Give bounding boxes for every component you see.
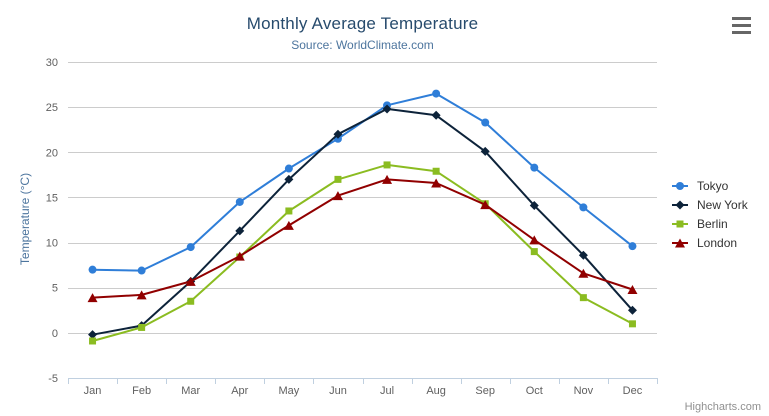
data-point-tokyo[interactable] xyxy=(481,118,490,127)
x-axis-label: Feb xyxy=(132,385,151,397)
data-point-berlin[interactable] xyxy=(530,248,538,256)
data-point-tokyo[interactable] xyxy=(88,265,97,274)
y-axis-label: 5 xyxy=(52,283,58,295)
square-legend-marker-icon xyxy=(672,220,688,227)
y-axis-label: -5 xyxy=(48,373,58,385)
chart-subtitle: Source: WorldClimate.com xyxy=(291,38,434,52)
data-point-tokyo[interactable] xyxy=(186,243,195,252)
data-point-berlin[interactable] xyxy=(138,323,146,331)
data-point-berlin[interactable] xyxy=(579,294,587,302)
data-point-berlin[interactable] xyxy=(628,320,636,328)
y-axis-label: 30 xyxy=(46,57,58,69)
data-point-tokyo[interactable] xyxy=(579,203,588,212)
data-point-london[interactable] xyxy=(578,268,589,278)
data-point-berlin[interactable] xyxy=(285,207,293,215)
legend-item-label: Berlin xyxy=(697,216,728,231)
x-axis-label: Apr xyxy=(231,385,248,397)
legend-item-label: Tokyo xyxy=(697,178,729,193)
data-point-london[interactable] xyxy=(480,200,491,210)
data-point-london[interactable] xyxy=(234,251,245,261)
y-axis-label: 0 xyxy=(52,328,58,340)
legend-item-berlin[interactable]: Berlin xyxy=(672,214,748,233)
hamburger-icon xyxy=(732,23,751,27)
x-axis-label: Jun xyxy=(329,385,347,397)
data-point-london[interactable] xyxy=(529,235,540,245)
y-axis-title: Temperature (°C) xyxy=(18,172,32,266)
x-axis-label: Jul xyxy=(380,385,394,397)
x-axis-label: Jan xyxy=(84,385,102,397)
legend-item-london[interactable]: London xyxy=(672,233,748,252)
data-point-new-york[interactable] xyxy=(627,305,637,315)
x-axis-label: Mar xyxy=(181,385,200,397)
data-point-berlin[interactable] xyxy=(334,175,342,183)
y-axis-label: 15 xyxy=(46,192,58,204)
data-point-new-york[interactable] xyxy=(431,110,441,120)
chart-title: Monthly Average Temperature xyxy=(246,14,479,33)
data-point-london[interactable] xyxy=(332,191,343,201)
series-london[interactable] xyxy=(87,174,638,303)
data-point-tokyo[interactable] xyxy=(628,242,637,251)
legend-item-tokyo[interactable]: Tokyo xyxy=(672,176,748,195)
legend-item-label: London xyxy=(697,235,738,250)
data-point-london[interactable] xyxy=(382,174,393,184)
credits-link[interactable]: Highcharts.com xyxy=(684,401,761,413)
x-axis xyxy=(68,378,658,384)
legend-item-label: New York xyxy=(697,197,748,212)
data-point-new-york[interactable] xyxy=(88,330,98,340)
data-point-new-york[interactable] xyxy=(235,226,245,236)
y-axis-label: 20 xyxy=(46,147,58,159)
data-point-new-york[interactable] xyxy=(284,174,294,184)
y-axis-labels: -5 0 5 10 15 20 25 30 xyxy=(46,57,58,385)
y-gridlines xyxy=(68,62,657,379)
data-point-berlin[interactable] xyxy=(187,297,195,305)
data-point-tokyo[interactable] xyxy=(284,164,293,173)
data-point-berlin[interactable] xyxy=(432,167,440,175)
data-point-berlin[interactable] xyxy=(89,337,97,345)
data-point-berlin[interactable] xyxy=(383,161,391,169)
data-point-new-york[interactable] xyxy=(382,104,392,114)
y-axis-label: 25 xyxy=(46,102,58,114)
x-axis-label: Sep xyxy=(475,385,495,397)
data-point-tokyo[interactable] xyxy=(137,266,146,275)
circle-legend-marker-icon xyxy=(672,181,688,190)
data-point-new-york[interactable] xyxy=(529,201,539,211)
hamburger-icon xyxy=(732,30,751,34)
data-point-tokyo[interactable] xyxy=(432,89,441,98)
x-axis-label: Dec xyxy=(623,385,643,397)
data-point-london[interactable] xyxy=(431,178,442,188)
x-axis-label: May xyxy=(278,385,299,397)
x-axis-label: Oct xyxy=(526,385,543,397)
data-point-london[interactable] xyxy=(627,285,638,295)
y-axis-label: 10 xyxy=(46,238,58,250)
data-point-tokyo[interactable] xyxy=(530,163,539,172)
data-point-london[interactable] xyxy=(185,276,196,286)
series-tokyo[interactable] xyxy=(88,89,637,275)
data-point-london[interactable] xyxy=(283,220,294,230)
data-point-new-york[interactable] xyxy=(480,146,490,156)
export-menu-button[interactable] xyxy=(730,14,753,36)
x-axis-label: Nov xyxy=(574,385,594,397)
hamburger-icon xyxy=(732,16,751,20)
series-new-york[interactable] xyxy=(88,104,637,340)
x-axis-label: Aug xyxy=(426,385,446,397)
diamond-legend-marker-icon xyxy=(672,200,688,209)
data-point-london[interactable] xyxy=(136,290,147,300)
triangle-legend-marker-icon xyxy=(672,238,688,247)
data-point-tokyo[interactable] xyxy=(235,197,244,206)
legend: Tokyo New York Berlin London xyxy=(672,176,748,252)
data-point-new-york[interactable] xyxy=(333,129,343,139)
legend-item-new-york[interactable]: New York xyxy=(672,195,748,214)
data-point-new-york[interactable] xyxy=(578,250,588,260)
data-point-london[interactable] xyxy=(87,293,98,303)
x-axis-labels: Jan Feb Mar Apr May Jun Jul Aug Sep Oct Nov Dec xyxy=(84,385,643,397)
